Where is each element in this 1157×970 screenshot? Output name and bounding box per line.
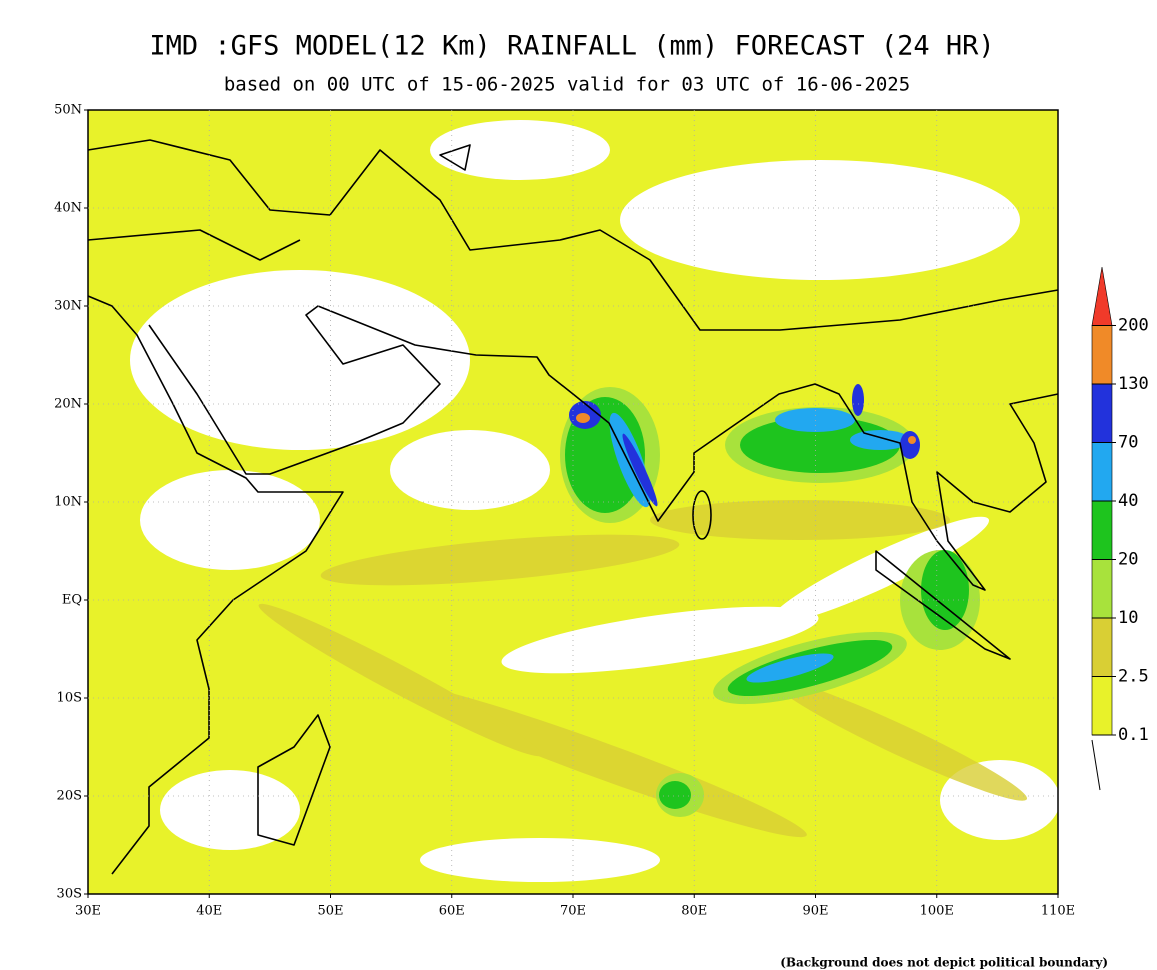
legend-swatch <box>1091 559 1113 619</box>
lon-label: 80E <box>681 904 707 919</box>
lat-label: 20S <box>57 789 82 804</box>
coastlines <box>87 139 1059 875</box>
legend-swatch <box>1091 500 1113 560</box>
legend-swatch <box>1091 383 1113 443</box>
lat-label: 50N <box>54 103 82 118</box>
lat-label: 30S <box>57 887 82 902</box>
subtitle: based on 00 UTC of 15-06-2025 valid for … <box>224 74 910 96</box>
legend-label: 70 <box>1118 433 1138 453</box>
lon-label: 110E <box>1041 904 1075 919</box>
lon-label: 40E <box>196 904 222 919</box>
title: IMD :GFS MODEL(12 Km) RAINFALL (mm) FORE… <box>149 31 994 62</box>
legend-swatch <box>1091 676 1113 736</box>
footnote: (Background does not depict political bo… <box>780 956 1108 970</box>
lon-label: 30E <box>75 904 101 919</box>
legend-label: 0.1 <box>1118 725 1149 745</box>
lat-label: EQ <box>62 593 82 608</box>
legend-tail <box>1091 739 1101 791</box>
legend-label: 40 <box>1118 491 1138 511</box>
lat-label: 30N <box>54 299 82 314</box>
legend-swatch <box>1091 325 1113 385</box>
legend-swatch <box>1091 617 1113 677</box>
lon-label: 90E <box>802 904 828 919</box>
legend-label: 2.5 <box>1118 667 1149 687</box>
lon-label: 50E <box>317 904 343 919</box>
lat-label: 40N <box>54 201 82 216</box>
lat-label: 20N <box>54 397 82 412</box>
legend-label: 130 <box>1118 374 1149 394</box>
lon-label: 60E <box>439 904 465 919</box>
legend-swatch <box>1091 442 1113 502</box>
lat-label: 10S <box>57 691 82 706</box>
legend-label: 10 <box>1118 608 1138 628</box>
legend-label: 20 <box>1118 550 1138 570</box>
lat-label: 10N <box>54 495 82 510</box>
lon-label: 70E <box>560 904 586 919</box>
legend-label: 200 <box>1118 316 1149 336</box>
lon-label: 100E <box>920 904 954 919</box>
legend-swatch <box>1091 266 1113 326</box>
